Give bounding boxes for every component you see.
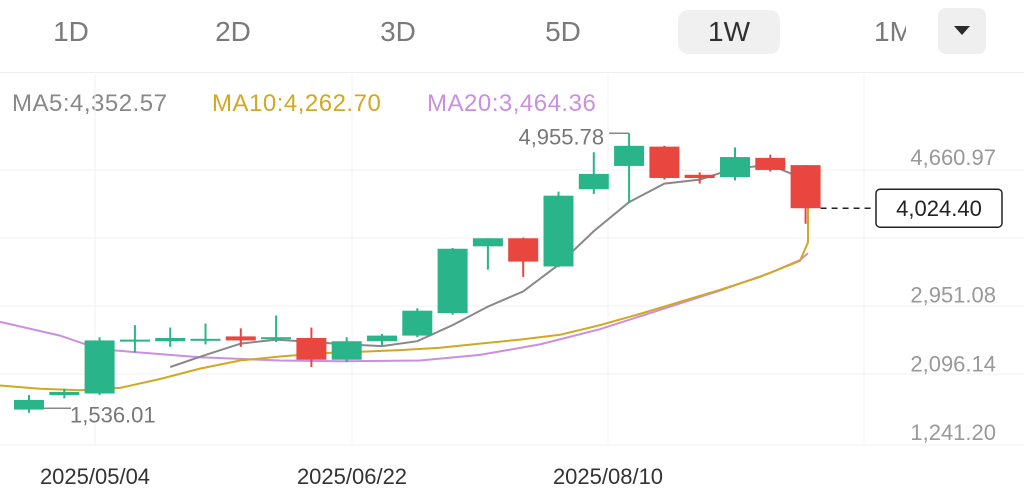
- candle-11: [402, 308, 433, 338]
- candle-7: [261, 315, 292, 343]
- candle-13: [472, 238, 503, 270]
- candle-5: [190, 323, 221, 345]
- candle-body: [614, 145, 645, 166]
- candle-19: [684, 172, 715, 184]
- candle-18: [649, 145, 680, 180]
- candle-body: [225, 336, 256, 341]
- ma10-line: [0, 189, 809, 392]
- tab-5d[interactable]: 5D: [545, 16, 581, 47]
- ma20-label: MA20:3,464.36: [427, 90, 597, 117]
- timeframe-tabs: 1D 2D 3D 5D 1W 1M: [0, 0, 1024, 68]
- tab-3d[interactable]: 3D: [380, 16, 416, 47]
- candle-body: [190, 338, 221, 341]
- ma10-label: MA10:4,262.70: [212, 90, 382, 117]
- ma20-line: [0, 252, 809, 363]
- candle-16: [578, 152, 609, 195]
- candle-body: [578, 173, 609, 190]
- candle-body: [14, 399, 44, 410]
- x-tick-label: 2025/05/04: [40, 464, 150, 489]
- candle-14: [508, 237, 539, 277]
- min-label: 1,536.01: [70, 402, 156, 427]
- candle-9: [331, 337, 362, 363]
- y-tick-label: 4,660.97: [910, 145, 996, 170]
- candle-body: [684, 174, 715, 178]
- candle-8: [296, 327, 327, 367]
- candle-2: [84, 337, 115, 396]
- y-tick-label: 2,096.14: [910, 351, 996, 376]
- candle-body: [649, 146, 680, 178]
- candle-10: [367, 333, 397, 346]
- y-tick-label: 1,241.20: [910, 420, 996, 445]
- candle-body: [543, 195, 574, 267]
- ma10-path: [0, 189, 809, 392]
- tab-1d[interactable]: 1D: [53, 16, 89, 47]
- x-tick-label: 2025/06/22: [297, 464, 407, 489]
- tab-1w[interactable]: 1W: [678, 10, 780, 54]
- y-axis: 4,660.97 2,951.08 2,096.14 1,241.20: [910, 145, 996, 445]
- candle-body: [720, 157, 750, 178]
- chart-annotations: 4,955.78 1,536.01 4,024.40: [44, 124, 1003, 427]
- caret-down-icon: [954, 26, 970, 35]
- timeframe-dropdown-button[interactable]: [938, 8, 986, 54]
- x-axis: 2025/05/04 2025/06/22 2025/08/10: [40, 464, 663, 489]
- candle-body: [790, 165, 821, 209]
- candle-body: [437, 248, 468, 314]
- candle-22: [790, 165, 821, 224]
- candle-body: [261, 337, 292, 340]
- candle-body: [296, 338, 327, 360]
- candle-21: [755, 154, 786, 172]
- candle-1: [49, 388, 80, 399]
- chart-grid: [0, 74, 1024, 446]
- current-price-label: 4,024.40: [896, 196, 982, 221]
- tab-1m-clip: 1M: [868, 10, 906, 54]
- candle-body: [755, 157, 786, 170]
- ma5-label: MA5:4,352.57: [12, 90, 168, 117]
- candle-body: [508, 238, 539, 262]
- ma20-path: [0, 252, 809, 363]
- candle-4: [155, 327, 186, 347]
- candle-0: [14, 395, 44, 413]
- candle-body: [84, 340, 115, 394]
- x-tick-label: 2025/08/10: [553, 464, 663, 489]
- candle-body: [155, 338, 186, 342]
- candle-body: [49, 391, 80, 396]
- candle-body: [472, 238, 503, 247]
- candle-body: [402, 310, 433, 336]
- current-price-box: [875, 188, 1003, 228]
- candle-20: [720, 147, 750, 181]
- candles: [14, 133, 821, 413]
- tabs-divider: [0, 72, 1024, 73]
- y-tick-label: 2,951.08: [910, 283, 996, 308]
- candle-body: [331, 341, 362, 360]
- tab-1m[interactable]: 1M: [874, 16, 906, 47]
- candle-body: [367, 335, 397, 342]
- tab-2d[interactable]: 2D: [215, 16, 251, 47]
- candle-15: [543, 191, 574, 268]
- candle-17: [614, 133, 645, 203]
- max-label: 4,955.78: [518, 124, 604, 149]
- candle-6: [225, 328, 256, 347]
- candle-3: [119, 325, 150, 353]
- candle-body: [119, 339, 150, 342]
- candle-12: [437, 247, 468, 315]
